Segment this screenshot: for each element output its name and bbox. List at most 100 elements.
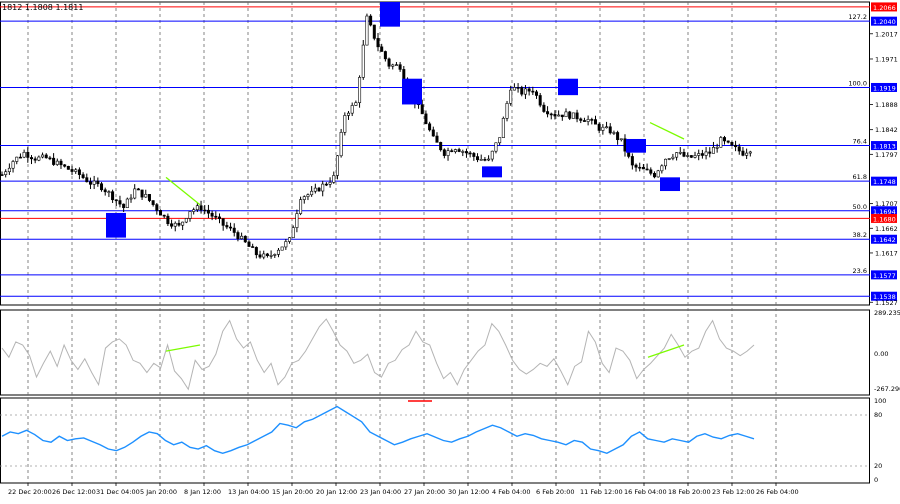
candle-body bbox=[498, 137, 502, 144]
price-tick-label: 1.1527 bbox=[875, 299, 898, 307]
fib-level-pct: 127.2 bbox=[848, 13, 867, 21]
candle-body bbox=[299, 199, 303, 214]
candle-body bbox=[711, 147, 715, 154]
fib-level-pct: 38.2 bbox=[853, 231, 867, 239]
candle-body bbox=[634, 164, 638, 168]
candle-body bbox=[457, 149, 461, 152]
candle-body bbox=[273, 254, 277, 256]
candle-body bbox=[192, 209, 196, 212]
candle-body bbox=[321, 183, 325, 192]
candle-body bbox=[258, 254, 262, 258]
time-axis-label: 23 Feb 12:00 bbox=[712, 488, 755, 496]
candle-body bbox=[638, 166, 642, 169]
rsi-axis-label: 20 bbox=[874, 462, 882, 470]
candle-body bbox=[520, 87, 524, 95]
candle-body bbox=[745, 152, 749, 156]
candle-body bbox=[162, 214, 166, 217]
cci-pane-frame bbox=[0, 309, 870, 396]
candle-body bbox=[664, 158, 668, 167]
price-level-label-bg bbox=[871, 16, 897, 26]
candle-body bbox=[177, 222, 181, 226]
candle-body bbox=[92, 180, 96, 185]
candle-body bbox=[111, 191, 115, 201]
price-level-label-bg bbox=[871, 291, 897, 301]
candle-body bbox=[450, 150, 454, 153]
candle-body bbox=[693, 155, 697, 158]
cci-divergence-line bbox=[165, 344, 201, 352]
candle-body bbox=[361, 44, 365, 78]
price-level-label-bg bbox=[871, 234, 897, 244]
candle-body bbox=[590, 119, 594, 121]
candle-body bbox=[269, 255, 273, 257]
candle-body bbox=[369, 15, 373, 26]
time-axis-label: 31 Dec 04:00 bbox=[96, 488, 140, 496]
candle-body bbox=[195, 205, 199, 210]
candle-body bbox=[700, 153, 704, 156]
candle-body bbox=[350, 105, 354, 114]
candle-body bbox=[479, 159, 483, 161]
candle-body bbox=[730, 141, 734, 146]
candle-body bbox=[608, 126, 612, 134]
price-level-label-bg bbox=[871, 270, 897, 280]
candle-body bbox=[579, 118, 583, 121]
candle-body bbox=[575, 112, 579, 120]
time-axis-label: 13 Jan 04:00 bbox=[228, 488, 269, 496]
candle-body bbox=[487, 158, 491, 161]
candle-body bbox=[464, 151, 468, 154]
candle-body bbox=[682, 151, 686, 157]
candle-body bbox=[77, 169, 81, 175]
price-level-label: 1.1919 bbox=[873, 84, 896, 92]
time-axis-label: 16 Feb 04:00 bbox=[624, 488, 667, 496]
candle-body bbox=[446, 150, 450, 156]
candle-body bbox=[217, 216, 221, 219]
price-level-label-bg bbox=[871, 176, 897, 186]
candle-body bbox=[118, 200, 122, 205]
price-tick-label: 1.1617 bbox=[875, 249, 898, 257]
candle-body bbox=[295, 213, 299, 228]
signal-box bbox=[626, 138, 646, 153]
candle-body bbox=[689, 155, 693, 158]
candle-body bbox=[494, 142, 498, 152]
candle-body bbox=[151, 200, 155, 205]
candle-body bbox=[428, 123, 432, 131]
fib-level-pct: 50.0 bbox=[853, 203, 867, 211]
candle-body bbox=[582, 120, 586, 122]
time-axis-label: 30 Jan 12:00 bbox=[448, 488, 489, 496]
price-level-label: 1.2066 bbox=[873, 4, 896, 12]
candle-body bbox=[402, 69, 406, 80]
cci-axis-top: 289.2359 bbox=[874, 309, 900, 317]
candle-body bbox=[358, 77, 362, 103]
candle-body bbox=[461, 151, 465, 153]
price-tick-label: 1.1797 bbox=[875, 151, 898, 159]
candle-body bbox=[546, 111, 550, 115]
candle-body bbox=[7, 167, 11, 173]
candle-body bbox=[719, 137, 723, 148]
candle-body bbox=[372, 24, 376, 39]
candle-body bbox=[11, 161, 15, 169]
candle-body bbox=[564, 111, 568, 118]
fib-level-pct: 61.8 bbox=[853, 173, 867, 181]
candle-body bbox=[122, 203, 126, 208]
candle-body bbox=[619, 138, 623, 141]
candle-body bbox=[214, 215, 218, 218]
time-axis-label: 18 Feb 20:00 bbox=[668, 488, 711, 496]
candle-body bbox=[365, 15, 369, 46]
candle-body bbox=[44, 154, 48, 159]
candle-body bbox=[354, 102, 358, 106]
signal-box bbox=[380, 2, 400, 27]
candle-body bbox=[538, 95, 542, 106]
price-tick-label: 1.1842 bbox=[875, 126, 898, 134]
candle-body bbox=[26, 151, 30, 158]
candle-body bbox=[549, 113, 553, 116]
candle-body bbox=[748, 151, 752, 154]
price-level-label: 1.1577 bbox=[873, 272, 896, 280]
candle-body bbox=[251, 246, 255, 248]
time-axis-label: 6 Feb 20:00 bbox=[536, 488, 575, 496]
candle-body bbox=[181, 221, 185, 226]
candle-body bbox=[22, 151, 26, 158]
candle-body bbox=[675, 152, 679, 158]
candle-body bbox=[114, 199, 118, 202]
time-axis-label: 11 Feb 12:00 bbox=[580, 488, 623, 496]
candle-body bbox=[96, 180, 100, 185]
